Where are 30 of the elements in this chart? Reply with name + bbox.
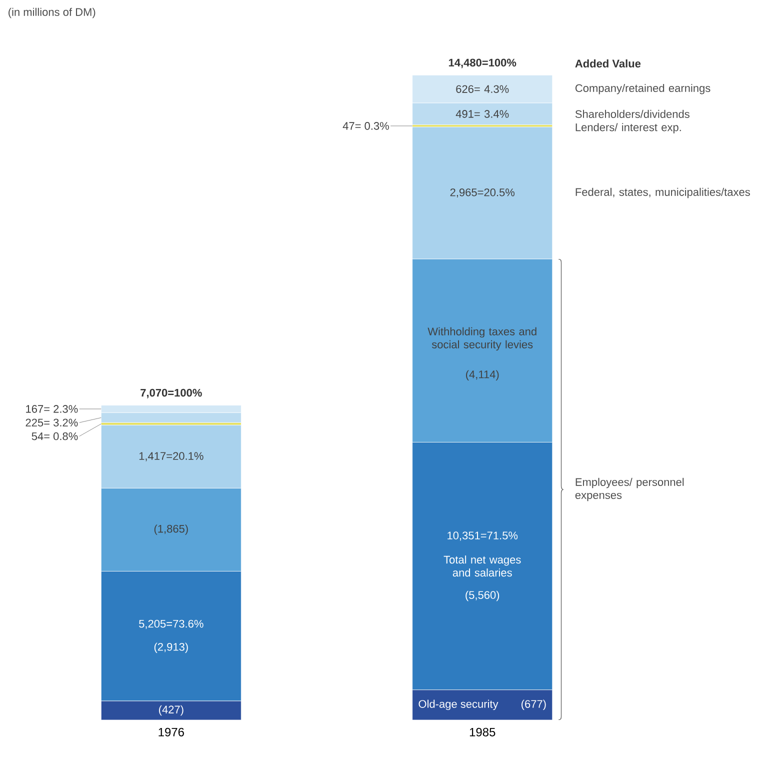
data-label: 2,965=20.5% [450, 188, 515, 198]
series-label: Total net wages and salaries [444, 556, 521, 577]
data-label: 47= 0.3% [342, 122, 389, 130]
text: Shareholders/dividends [575, 110, 690, 118]
annotation: 5,205=73.6% [139, 620, 204, 629]
x-tick-label: 1985 [470, 728, 496, 736]
data-label: 225= 3.2% [26, 418, 78, 426]
data-label: (5,560) [466, 590, 500, 602]
data-label: 626= 4.3% [456, 85, 509, 93]
data-label: (677) [522, 700, 546, 710]
data-label: (2,913) [154, 642, 188, 653]
series-label: Withholding taxes and social security levies [428, 327, 536, 351]
legend-title: Added Value [575, 59, 641, 68]
text: Federal, states, municipalities/taxes [576, 188, 750, 198]
text: Company/retained earnings [575, 84, 710, 94]
annotation: 10,351=71.5% [448, 532, 518, 541]
data-label: (427) [159, 705, 184, 716]
annotation: Employees/ personnel expenses [575, 478, 684, 502]
data-label: 167= 2.3% [26, 405, 78, 413]
x-tick-label: 1976 [158, 728, 184, 736]
text: Lenders/ interest exp. [576, 123, 681, 134]
total-label: 7,070=100% [140, 388, 202, 398]
data-label: (1,865) [154, 524, 188, 535]
data-label: 54= 0.8% [32, 432, 78, 440]
series-label: Old-age security [418, 700, 498, 710]
chart-subtitle: (in millions of DM) [8, 8, 96, 18]
data-label: 491= 3.4% [456, 110, 509, 118]
data-label: 1,417=20.1% [139, 452, 204, 462]
total-label: 14,480=100% [448, 58, 516, 68]
data-label: (4,114) [466, 370, 499, 380]
